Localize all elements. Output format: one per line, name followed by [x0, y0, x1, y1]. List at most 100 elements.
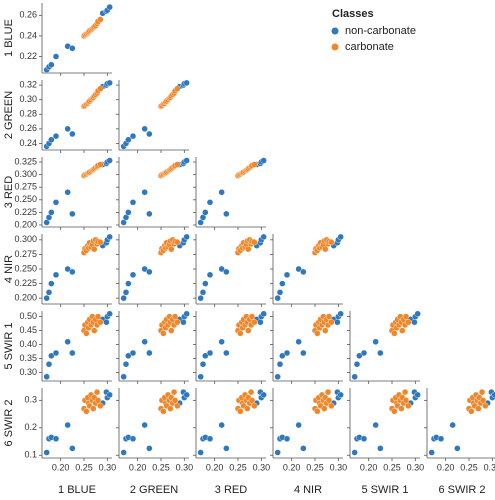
point	[202, 280, 209, 287]
point	[251, 238, 258, 246]
point	[414, 391, 421, 399]
point	[300, 445, 307, 452]
point	[106, 233, 113, 241]
x-tick-label: 0.25	[152, 462, 170, 472]
point	[141, 265, 148, 273]
point	[248, 397, 256, 404]
point	[468, 408, 475, 415]
point	[183, 233, 190, 241]
point	[197, 449, 204, 456]
point	[206, 435, 214, 442]
point	[237, 408, 244, 415]
point	[351, 373, 358, 380]
point	[174, 319, 181, 326]
point	[97, 319, 104, 326]
point	[174, 85, 181, 92]
x-tick-label: 0.30	[484, 462, 495, 472]
y-tick-label: 0.32	[19, 79, 37, 89]
point	[218, 421, 225, 429]
x-axis-label: 4 NIR	[294, 484, 322, 496]
point	[141, 421, 148, 429]
point	[391, 330, 398, 337]
point	[64, 189, 71, 196]
point	[260, 157, 267, 164]
point	[48, 209, 55, 216]
x-tick-label: 0.25	[75, 462, 93, 472]
point	[52, 53, 60, 60]
point	[43, 449, 50, 456]
point	[146, 130, 153, 138]
point	[69, 130, 76, 138]
point	[94, 397, 102, 404]
point	[206, 349, 214, 357]
point	[170, 388, 178, 396]
point	[322, 245, 329, 253]
point	[141, 125, 148, 133]
y-tick-label: 0.30	[19, 367, 37, 377]
point	[146, 349, 153, 357]
y-tick-label: 0.2	[24, 422, 37, 432]
x-axis-label: 1 BLUE	[58, 484, 96, 496]
point	[48, 136, 55, 143]
point	[377, 445, 384, 452]
point	[260, 310, 267, 317]
y-axis-label: 2 GREEN	[3, 91, 15, 139]
point	[482, 402, 489, 410]
point	[276, 289, 284, 296]
point	[399, 327, 406, 334]
point	[328, 402, 335, 410]
y-tick-label: 0.30	[19, 94, 37, 104]
point	[372, 338, 379, 345]
point	[247, 388, 255, 396]
point	[251, 161, 258, 168]
point	[321, 405, 328, 412]
point	[314, 330, 321, 337]
point	[183, 391, 190, 399]
point	[283, 349, 291, 357]
point	[183, 79, 190, 87]
point	[52, 199, 60, 206]
point	[120, 294, 127, 302]
y-tick-label: 0.28	[19, 109, 37, 119]
legend-title: Classes	[332, 8, 374, 20]
point	[244, 405, 251, 412]
point	[64, 265, 71, 273]
point	[97, 402, 104, 410]
x-tick-label: 0.30	[330, 462, 348, 472]
point	[69, 445, 76, 452]
y-tick-label: 0.250	[14, 263, 37, 273]
point	[475, 405, 482, 412]
point	[199, 289, 207, 296]
point	[146, 445, 153, 452]
point	[328, 319, 335, 326]
y-tick-label: 0.300	[14, 169, 37, 179]
point	[218, 189, 225, 196]
point	[106, 310, 113, 317]
legend-label: non-carbonate	[345, 25, 416, 37]
x-tick-label: 0.20	[206, 462, 224, 472]
x-tick-label: 0.20	[437, 462, 455, 472]
x-tick-label: 0.30	[253, 462, 271, 472]
point	[337, 233, 344, 241]
y-axis-label: 6 SWIR 2	[3, 399, 15, 446]
point	[103, 319, 110, 326]
point	[129, 132, 137, 140]
point	[402, 313, 410, 320]
point	[356, 352, 363, 359]
point	[69, 268, 76, 276]
point	[283, 435, 291, 442]
point	[372, 421, 379, 429]
legend-marker	[331, 43, 339, 51]
point	[83, 330, 90, 337]
point	[43, 373, 50, 380]
point	[146, 210, 153, 218]
x-tick-label: 0.30	[407, 462, 425, 472]
point	[300, 349, 307, 357]
point	[295, 338, 302, 345]
point	[300, 268, 307, 276]
point	[295, 265, 302, 273]
point	[129, 199, 137, 206]
point	[141, 189, 148, 196]
point	[353, 361, 361, 368]
